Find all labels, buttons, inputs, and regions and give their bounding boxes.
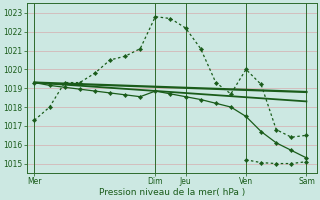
X-axis label: Pression niveau de la mer( hPa ): Pression niveau de la mer( hPa ) (99, 188, 245, 197)
